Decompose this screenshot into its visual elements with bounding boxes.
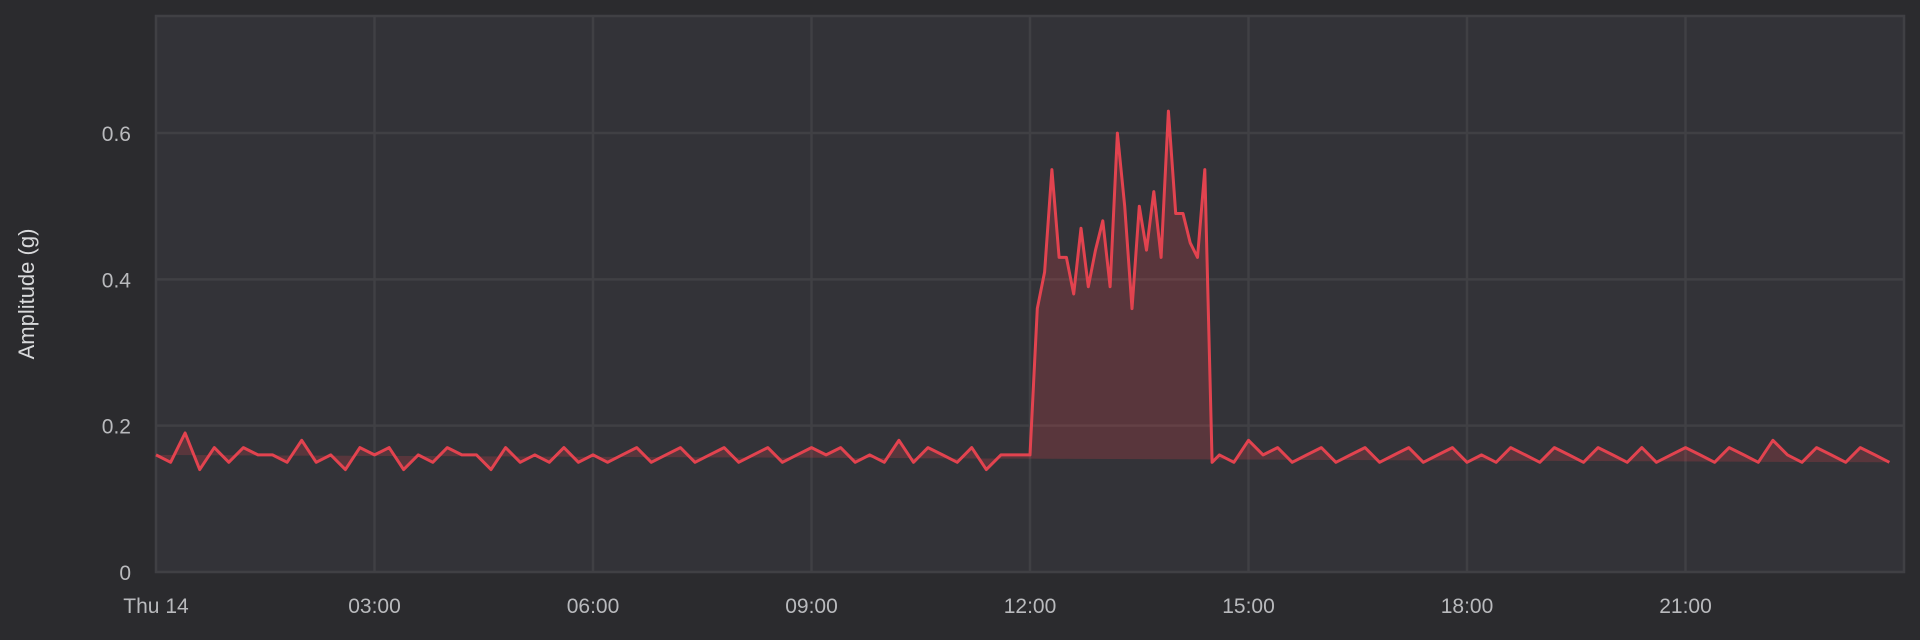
- grid: [156, 16, 1904, 572]
- y-axis-title: Amplitude (g): [14, 229, 39, 360]
- x-tick-label: 21:00: [1659, 595, 1712, 618]
- x-tick-label: Thu 14: [123, 595, 189, 618]
- y-tick-label: 0.4: [102, 269, 132, 292]
- amplitude-line: [155, 109, 1891, 472]
- x-tick-label: 12:00: [1004, 595, 1057, 618]
- x-tick-label: 18:00: [1441, 595, 1494, 618]
- x-tick-label: 06:00: [567, 595, 620, 618]
- y-axis-ticks: 0 0.2 0.4 0.6: [102, 123, 132, 585]
- y-tick-label: 0.2: [102, 416, 131, 439]
- y-tick-label: 0.6: [102, 123, 131, 146]
- x-axis-ticks: Thu 14 03:00 06:00 09:00 12:00 15:00 18:00 21:0…: [123, 595, 1711, 618]
- x-tick-label: 15:00: [1222, 595, 1275, 618]
- x-tick-label: 09:00: [785, 595, 838, 618]
- x-tick-label: 03:00: [348, 595, 401, 618]
- y-tick-label: 0: [119, 562, 131, 585]
